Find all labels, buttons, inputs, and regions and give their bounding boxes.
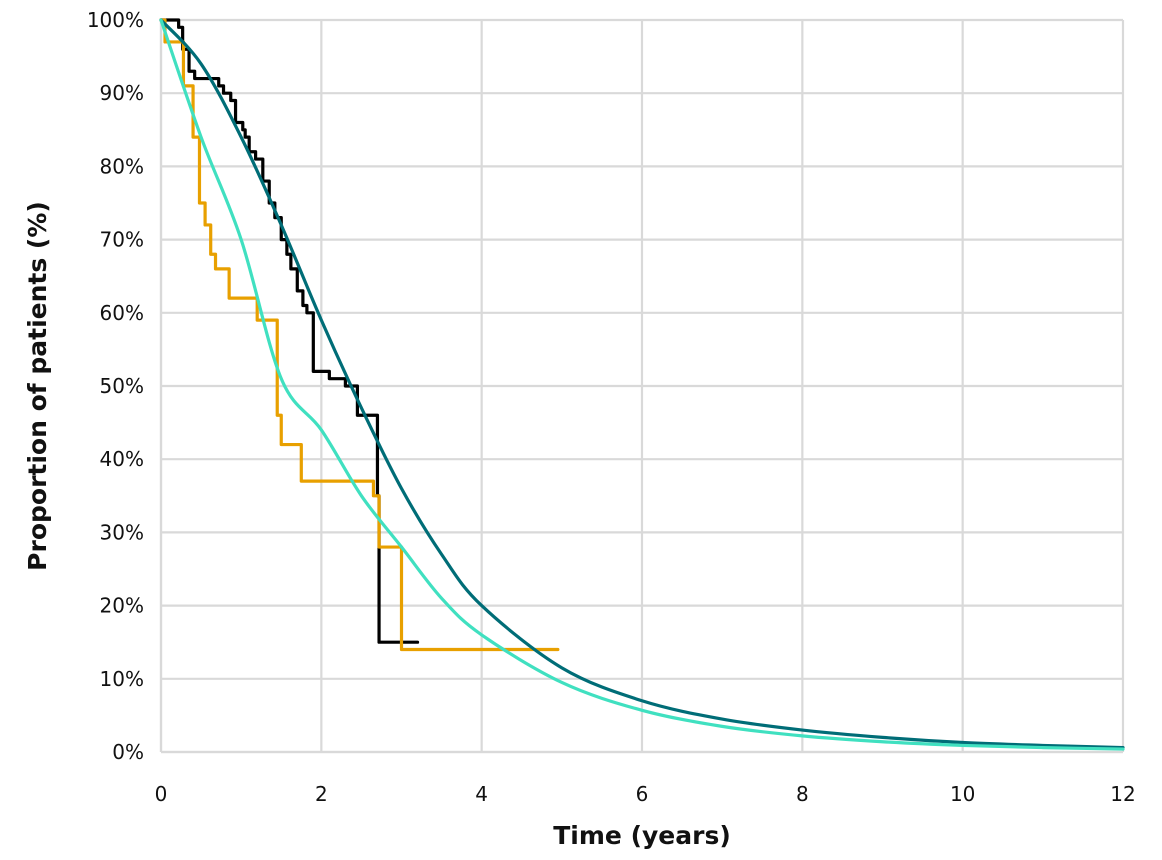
y-axis-label: Proportion of patients (%): [23, 201, 52, 571]
y-tick-label: 60%: [100, 301, 144, 325]
y-tick-label: 10%: [100, 667, 144, 691]
y-tick-label: 20%: [100, 594, 144, 618]
y-tick-label: 100%: [87, 8, 144, 32]
x-tick-label: 2: [315, 782, 328, 806]
x-tick-label: 4: [475, 782, 488, 806]
x-tick-label: 12: [1110, 782, 1135, 806]
x-tick-label: 8: [796, 782, 809, 806]
series-group: [159, 18, 1125, 751]
y-tick-label: 90%: [100, 81, 144, 105]
x-tick-label: 10: [950, 782, 975, 806]
y-tick-labels: 0% 10% 20% 30% 40% 50% 60% 70% 80% 90% 100%: [87, 8, 144, 764]
x-tick-label: 0: [155, 782, 168, 806]
axes: [159, 20, 1123, 754]
grid: [159, 18, 1125, 754]
km-step-line-1: [159, 18, 560, 652]
y-tick-label: 30%: [100, 520, 144, 544]
x-tick-labels: 0 2 4 6 8 10 12: [155, 782, 1136, 806]
fitted-curve-2: [159, 18, 1125, 750]
x-axis-label: Time (years): [553, 821, 731, 850]
x-tick-label: 6: [636, 782, 649, 806]
y-tick-label: 0%: [112, 740, 144, 764]
km-step-line-0: [159, 18, 420, 644]
fitted-curve-3: [159, 18, 1125, 751]
y-tick-label: 40%: [100, 447, 144, 471]
y-tick-label: 50%: [100, 374, 144, 398]
y-tick-label: 80%: [100, 154, 144, 178]
y-tick-label: 70%: [100, 228, 144, 252]
